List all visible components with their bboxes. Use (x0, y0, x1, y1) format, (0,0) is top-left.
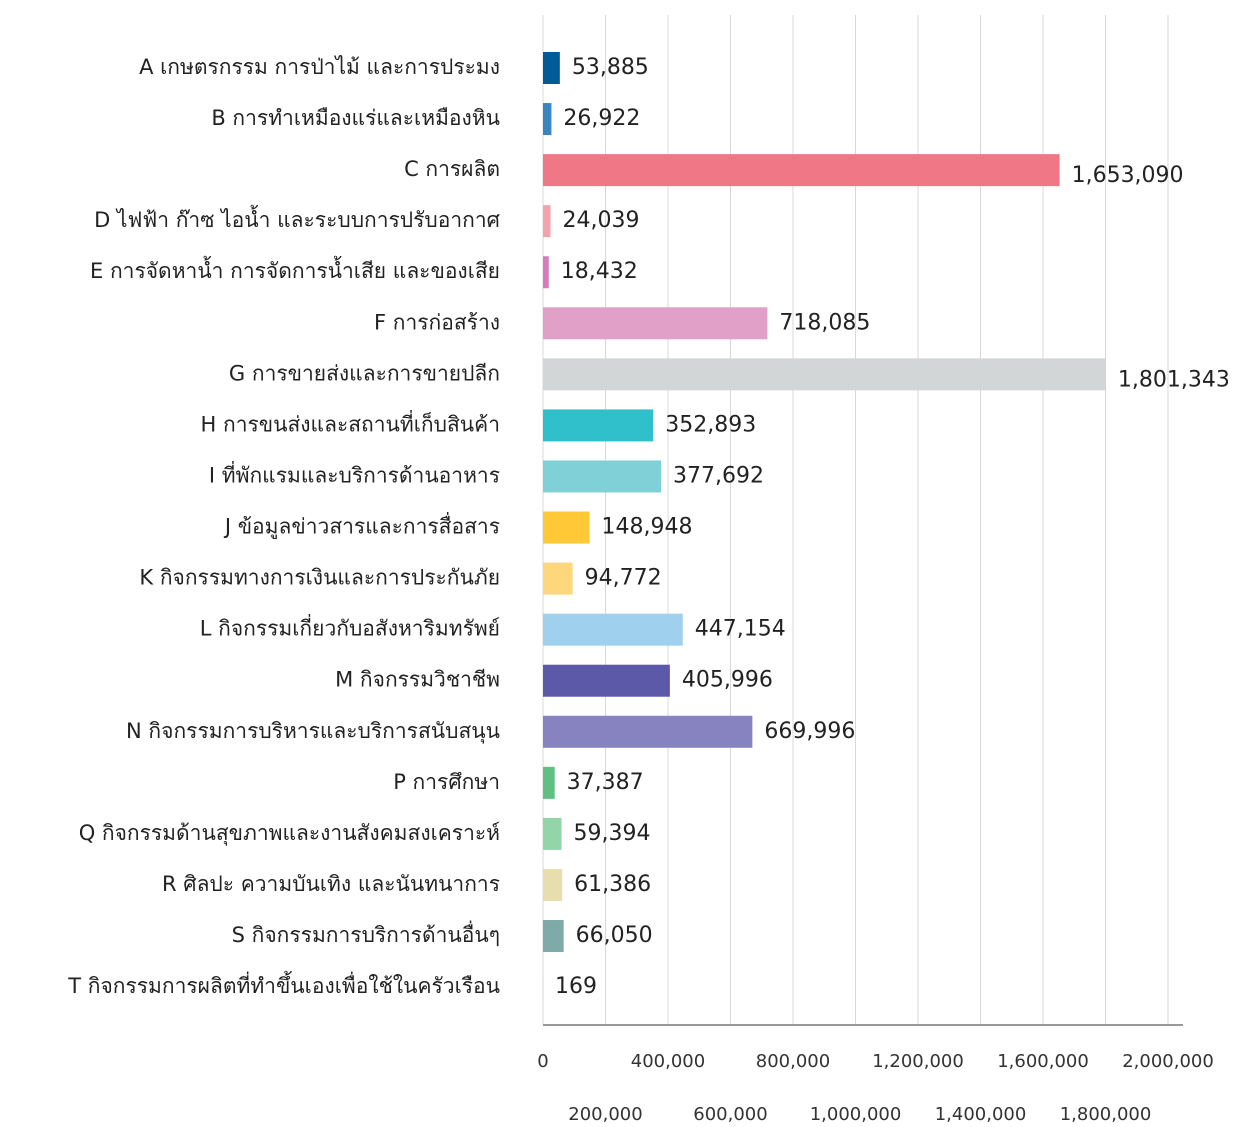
bar (543, 613, 683, 646)
value-label: 352,893 (665, 412, 756, 437)
category-label: K กิจกรรมทางการเงินและการประกันภัย (139, 566, 500, 590)
category-label: F การก่อสร้าง (374, 310, 500, 334)
value-label: 18,432 (561, 259, 638, 284)
value-label: 1,653,090 (1072, 163, 1184, 188)
bar (543, 52, 560, 84)
bar (543, 715, 753, 748)
x-tick-label: 800,000 (756, 1051, 830, 1072)
bar (543, 766, 555, 799)
value-label: 377,692 (673, 463, 764, 488)
bar (543, 817, 562, 850)
bar (543, 154, 1060, 187)
category-label: R ศิลปะ ความบันเทิง และนันทนาการ (162, 872, 500, 896)
x-tick-label: 1,400,000 (935, 1104, 1027, 1125)
x-tick-label: 400,000 (631, 1051, 705, 1072)
x-tick-label: 2,000,000 (1122, 1051, 1214, 1072)
bar (543, 664, 670, 697)
x-tick-label: 0 (537, 1051, 548, 1072)
bar (543, 920, 564, 953)
value-label: 94,772 (585, 566, 662, 591)
bar (543, 511, 590, 544)
bar (543, 358, 1106, 391)
bar (543, 562, 573, 595)
x-tick-label: 1,000,000 (810, 1104, 902, 1125)
value-label: 26,922 (563, 106, 640, 131)
value-label: 37,387 (567, 770, 644, 795)
category-label: L กิจกรรมเกี่ยวกับอสังหาริมทรัพย์ (200, 614, 500, 641)
bar (543, 868, 563, 901)
category-label: M กิจกรรมวิชาชีพ (335, 668, 500, 692)
x-tick-label: 1,800,000 (1060, 1104, 1152, 1125)
value-label: 169 (555, 974, 597, 999)
value-label: 59,394 (574, 821, 651, 846)
value-label: 718,085 (779, 310, 870, 335)
category-label: A เกษตรกรรม การป่าไม้ และการประมง (139, 55, 500, 79)
category-label: P การศึกษา (393, 770, 500, 794)
category-label: E การจัดหาน้ำ การจัดการน้ำเสีย และของเสี… (90, 256, 500, 283)
value-label: 53,885 (572, 55, 649, 80)
x-tick-label: 600,000 (693, 1104, 767, 1125)
category-label: H การขนส่งและสถานที่เก็บสินค้า (201, 409, 500, 436)
value-label: 66,050 (576, 923, 653, 948)
value-label: 148,948 (602, 515, 693, 540)
category-label: C การผลิต (404, 157, 500, 181)
category-label: G การขายส่งและการขายปลีก (229, 361, 500, 385)
value-label: 447,154 (695, 617, 786, 642)
bar (543, 409, 654, 442)
value-label: 61,386 (574, 872, 651, 897)
value-label: 24,039 (563, 208, 640, 233)
value-label: 669,996 (764, 719, 855, 744)
x-tick-label: 1,600,000 (997, 1051, 1089, 1072)
category-label: B การทำเหมืองแร่และเหมืองหิน (211, 106, 500, 130)
category-label: N กิจกรรมการบริหารและบริการสนับสนุน (126, 719, 500, 744)
bar (543, 205, 551, 238)
category-label: T กิจกรรมการผลิตที่ทำขึ้นเองเพื่อใช้ในคร… (67, 971, 500, 998)
bar (543, 103, 552, 136)
category-label: S กิจกรรมการบริการด้านอื่นๆ (232, 920, 500, 947)
x-tick-label: 200,000 (568, 1104, 642, 1125)
category-label: D ไฟฟ้า ก๊าซ ไอน้ำ และระบบการปรับอากาศ (94, 205, 501, 232)
bar (543, 460, 662, 493)
x-tick-label: 1,200,000 (872, 1051, 964, 1072)
value-label: 405,996 (682, 668, 773, 693)
bar (543, 256, 549, 289)
value-label: 1,801,343 (1118, 367, 1230, 392)
category-label: Q กิจกรรมด้านสุขภาพและงานสังคมสงเคราะห์ (79, 821, 500, 846)
category-label: J ข้อมูลข่าวสารและการสื่อสาร (223, 512, 500, 540)
bar (543, 307, 768, 340)
category-label: I ที่พักแรมและบริการด้านอาหาร (209, 460, 500, 487)
